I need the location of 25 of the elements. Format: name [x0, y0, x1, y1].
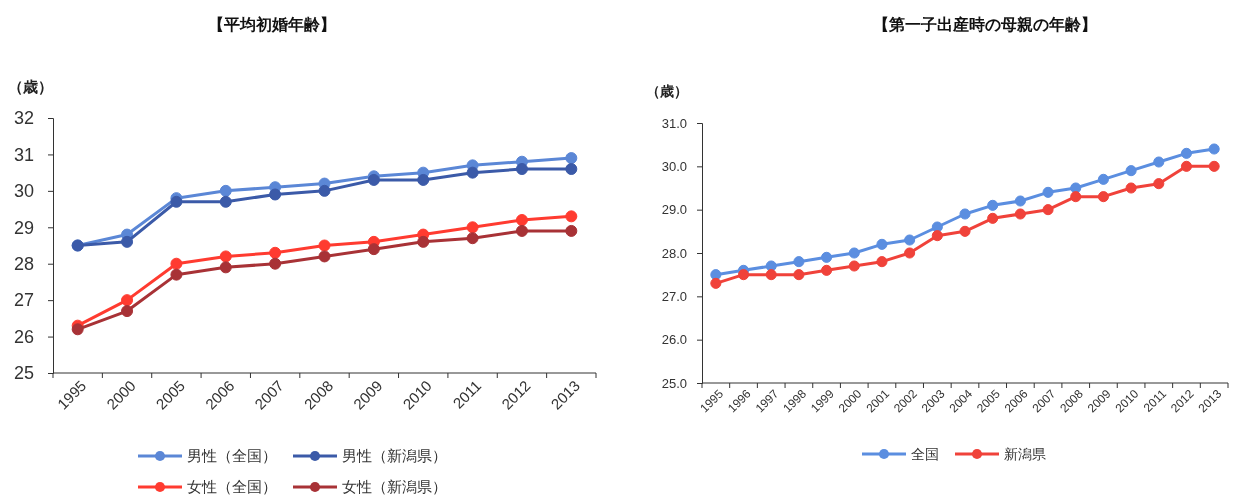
y-tick-label: 29	[13, 217, 34, 238]
y-axis-title: （歳）	[7, 78, 53, 96]
y-tick-label: 27.0	[661, 288, 687, 304]
y-tick-label: 25	[13, 363, 34, 384]
y-tick-label: 32	[13, 108, 34, 129]
y-axis-title: （歳）	[646, 83, 688, 99]
y-tick-label: 26	[13, 326, 34, 347]
legend-label: 男性（全国）	[187, 447, 277, 466]
legend-label: 男性（新潟県）	[342, 447, 447, 466]
y-tick-label: 31	[13, 144, 34, 165]
legend-label: 新潟県	[1004, 445, 1046, 462]
y-tick-label: 25.0	[661, 375, 687, 391]
chart-title: 【第一子出産時の母親の年齢】	[873, 15, 1097, 34]
y-tick-label: 28.0	[661, 245, 687, 261]
y-tick-label: 26.0	[661, 332, 687, 348]
y-tick-label: 31.0	[661, 115, 687, 131]
y-tick-label: 28	[13, 253, 34, 274]
legend-label: 全国	[911, 445, 939, 462]
y-tick-label: 30	[13, 181, 34, 202]
y-tick-label: 30.0	[661, 158, 687, 174]
y-tick-label: 29.0	[661, 202, 687, 218]
legend-label: 女性（全国）	[187, 478, 277, 497]
chart-title: 【平均初婚年齢】	[208, 15, 336, 34]
legend-label: 女性（新潟県）	[342, 478, 447, 497]
y-tick-label: 27	[13, 290, 34, 311]
